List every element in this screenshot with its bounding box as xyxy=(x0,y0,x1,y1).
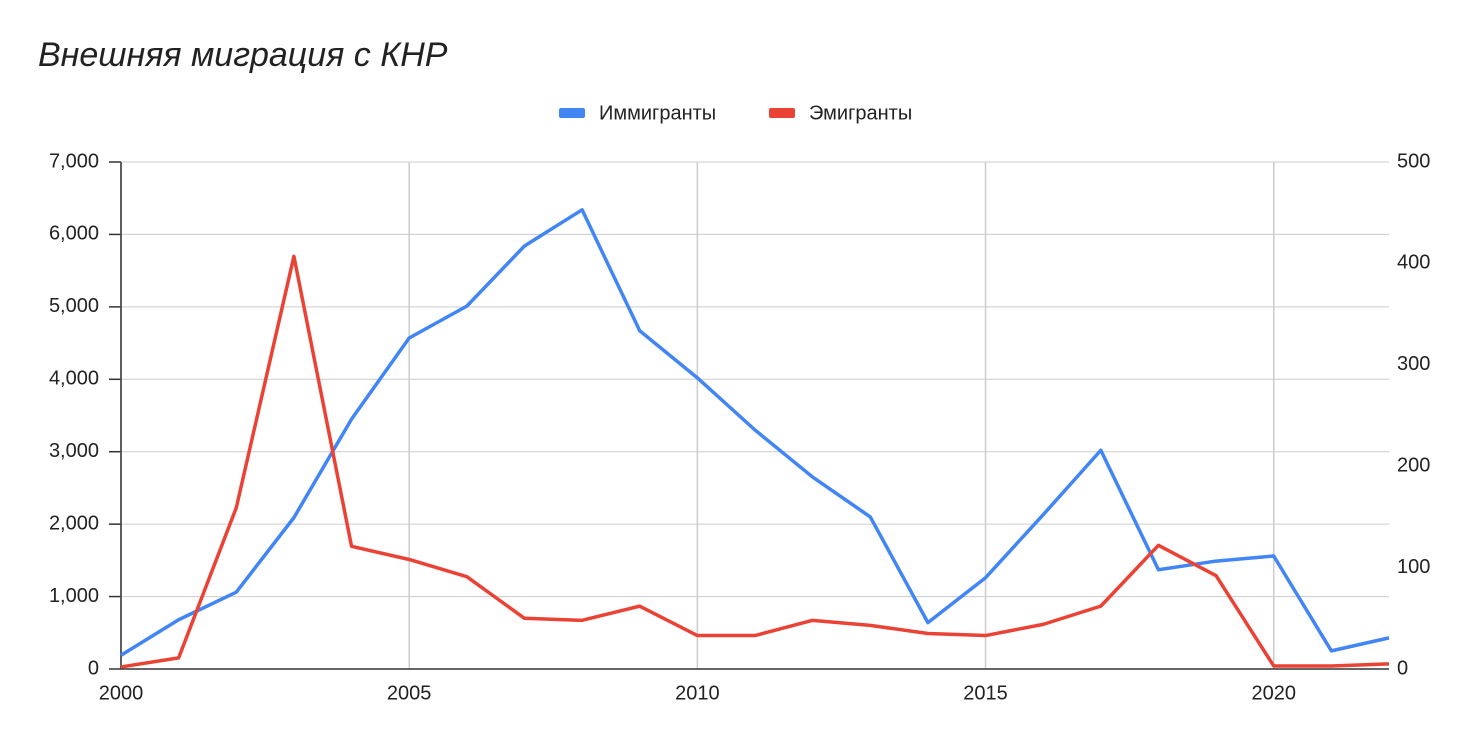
x-tick-label: 2015 xyxy=(963,682,1008,704)
y-tick-label: 5,000 xyxy=(49,295,99,317)
chart-title: Внешняя миграция с КНР xyxy=(38,36,448,74)
legend-swatch xyxy=(559,108,585,118)
y2-tick-label: 200 xyxy=(1397,454,1430,476)
data-line xyxy=(120,208,1390,657)
x-tick-label: 2020 xyxy=(1251,682,1296,704)
x-tick-label: 2010 xyxy=(675,682,720,704)
y-tick-label: 1,000 xyxy=(49,585,99,607)
y2-tick-label: 500 xyxy=(1397,150,1430,172)
y-tick-label: 3,000 xyxy=(49,440,99,462)
y-tick-label: 0 xyxy=(88,657,99,679)
legend-label: Эмигранты xyxy=(809,102,912,124)
y-tick-label: 4,000 xyxy=(49,368,99,390)
x-tick-label: 2005 xyxy=(387,682,432,704)
y-tick-label: 6,000 xyxy=(49,223,99,245)
y2-tick-label: 0 xyxy=(1397,657,1408,679)
legend-label: Иммигранты xyxy=(599,102,716,124)
y2-tick-label: 400 xyxy=(1397,252,1430,274)
y-tick-label: 2,000 xyxy=(49,512,99,534)
x-tick-label: 2000 xyxy=(99,682,144,704)
y-tick-label: 7,000 xyxy=(49,150,99,172)
y2-tick-label: 300 xyxy=(1397,353,1430,375)
data-line xyxy=(120,254,1390,669)
y2-tick-label: 100 xyxy=(1397,556,1430,578)
legend-swatch xyxy=(769,108,795,118)
